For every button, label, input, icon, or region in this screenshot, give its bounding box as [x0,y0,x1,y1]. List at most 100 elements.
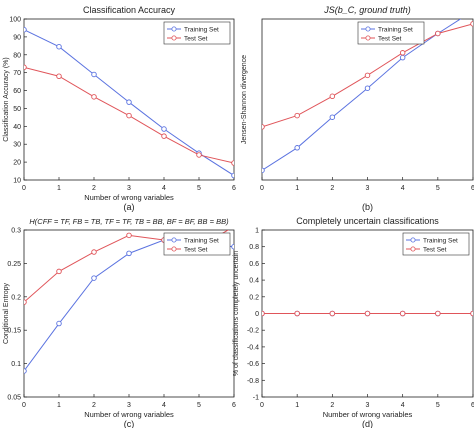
legend-marker [171,35,177,41]
data-point [470,21,473,27]
data-point [294,145,300,151]
y-tick-label: 60 [13,88,21,95]
data-point [231,243,234,250]
data-point [56,43,62,50]
data-point [294,310,300,317]
panel-caption: (d) [362,419,373,428]
y-tick-label: 10 [13,178,21,185]
y-axis-label: Classification Accuracy (%) [3,57,10,141]
chart-title: Completely uncertain classifications [296,216,439,226]
x-tick-label: 5 [436,402,440,409]
data-point [364,310,371,317]
x-axis-label: Number of wrong variables [84,193,174,202]
legend-label: Test Set [184,247,208,254]
data-point [161,126,167,132]
legend-marker [365,26,371,32]
legend-marker [365,35,371,41]
legend: Training Set Test Set [163,21,231,45]
data-point [24,64,27,71]
data-point [364,72,371,79]
x-tick-label: 4 [162,402,166,409]
x-tick-label: 3 [366,185,370,192]
series-group [24,26,234,179]
panel-c: H(CFF = TF, FB = TB, TF = TF, TB = BB, B… [3,217,236,428]
data-point [91,71,97,78]
y-axis-label: Jensen-Shannon divergence [241,55,248,144]
x-tick-label: 6 [471,185,474,192]
legend: Training Set Test Set [163,232,231,256]
data-point [329,310,336,317]
data-point [56,73,62,79]
x-tick-label: 1 [295,185,299,192]
data-point [91,249,97,255]
y-tick-label: 0.6 [249,261,259,268]
legend-label: Test Set [378,36,402,43]
data-point [56,320,62,327]
x-axis-label: Number of wrong variables [84,410,174,419]
x-tick-label: 6 [232,402,236,409]
data-point [24,26,27,33]
data-point [364,85,371,91]
data-point [56,268,62,275]
y-tick-label: 0.2 [249,294,259,301]
x-tick-label: 3 [127,402,131,409]
legend: Training Set Test Set [402,232,470,256]
x-tick-label: 2 [92,185,96,192]
data-point [329,93,336,100]
y-tick-label: -0.2 [247,328,259,335]
data-point [231,172,234,179]
y-axis-label: Conditional Entropy [3,282,10,344]
data-point [470,310,473,317]
legend-label: Test Set [423,247,447,254]
data-point [262,167,265,174]
legend-marker [410,237,416,243]
x-axis-label: Number of wrong variables [323,410,413,419]
y-tick-label: 1 [255,228,259,235]
data-point [126,232,132,239]
y-tick-label: 20 [13,160,21,167]
chart-title: Classification Accuracy [83,5,176,15]
x-tick-label: 3 [366,402,370,409]
panel-caption: (b) [362,202,373,212]
panel-a: Classification Accuracy 0 1 2 3 4 5 6 10 20 30 40 50… [3,5,236,212]
x-tick-label: 2 [330,185,334,192]
legend: Training Set Test Set [357,21,425,45]
x-tick-label: 3 [127,185,131,192]
y-tick-label: 80 [13,52,21,59]
y-tick-label: 0.3 [11,228,21,235]
data-point [126,99,132,105]
data-point [232,224,237,229]
data-point [399,50,406,56]
y-tick-label: -0.4 [247,344,259,351]
data-point [294,112,300,119]
data-point [231,160,234,166]
data-point [399,310,406,317]
y-tick-label: 0.05 [7,395,21,402]
panel-caption: (c) [124,419,135,428]
x-tick-label: 6 [232,185,236,192]
data-point [435,310,441,317]
y-tick-label: -0.8 [247,378,259,385]
panel-d: Completely uncertain classifications 0 1 2 3… [233,216,474,428]
panel-b: JS(b_C, ground truth) 0 1 2 3 4 5 6 Jensen-Shann… [241,5,474,212]
y-axis-label: % of classifications completely uncertai… [233,251,240,376]
x-tick-label: 0 [22,185,26,192]
legend-label: Training Set [378,27,413,34]
data-point [399,54,406,61]
y-tick-label: 0.2 [11,294,21,301]
y-tick-label: 0.25 [7,261,21,268]
x-tick-label: 5 [436,185,440,192]
x-tick-label: 5 [197,402,201,409]
series-group [262,19,473,174]
data-point [91,275,97,281]
data-point [24,299,27,305]
data-point [262,124,265,130]
data-point [196,152,202,158]
series-line-training [24,239,234,372]
legend-marker [171,246,177,252]
y-tick-label: 50 [13,106,21,113]
x-tick-label: 4 [162,185,166,192]
legend-marker [410,246,416,252]
x-tick-label: 2 [330,402,334,409]
